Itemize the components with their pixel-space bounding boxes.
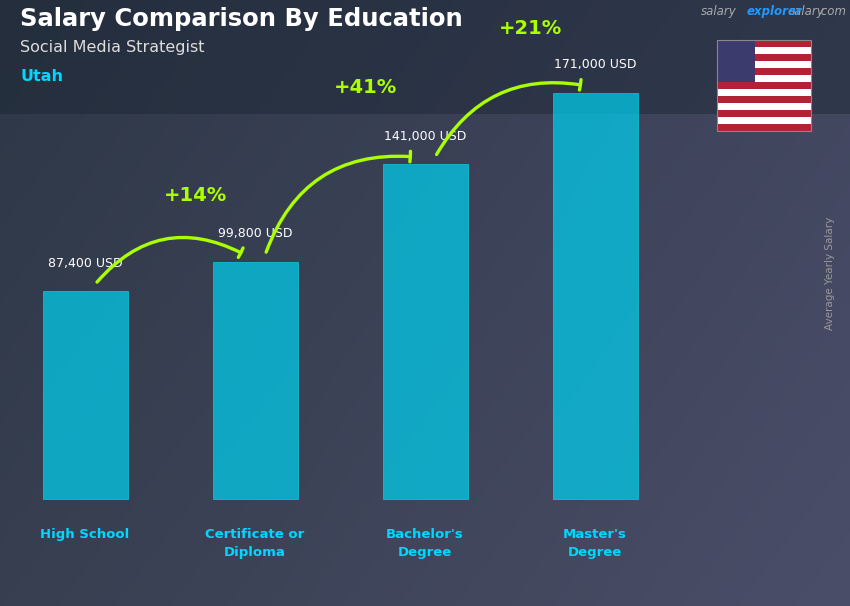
Bar	[717, 96, 811, 103]
Text: +41%: +41%	[334, 78, 397, 98]
Bar	[552, 93, 638, 499]
Bar	[717, 68, 811, 75]
Text: explorer: explorer	[746, 5, 802, 18]
Bar	[717, 117, 811, 124]
Bar	[0, 0, 850, 114]
Text: Utah: Utah	[20, 69, 64, 84]
Text: Social Media Strategist: Social Media Strategist	[20, 41, 205, 55]
Bar	[382, 164, 468, 499]
Bar	[717, 110, 811, 117]
Text: +14%: +14%	[164, 186, 227, 205]
Bar	[717, 124, 811, 131]
Bar	[717, 103, 811, 110]
Bar	[717, 41, 755, 82]
Bar	[717, 41, 811, 131]
Text: salary: salary	[700, 5, 736, 18]
Text: .com: .com	[818, 5, 847, 18]
Text: 87,400 USD: 87,400 USD	[48, 257, 122, 270]
Bar	[717, 47, 811, 55]
Text: Salary Comparison By Education: Salary Comparison By Education	[20, 7, 463, 31]
Bar	[212, 262, 298, 499]
Bar	[717, 41, 811, 47]
Text: +21%: +21%	[499, 19, 562, 38]
Bar	[717, 61, 811, 68]
Text: Bachelor's
Degree: Bachelor's Degree	[386, 528, 464, 559]
Bar	[717, 55, 811, 61]
Bar	[717, 82, 811, 89]
Text: 171,000 USD: 171,000 USD	[553, 58, 637, 72]
Text: Certificate or
Diploma: Certificate or Diploma	[206, 528, 304, 559]
Text: salaryexplorer.com: salaryexplorer.com	[711, 5, 824, 18]
Bar	[717, 89, 811, 96]
Text: Average Yearly Salary: Average Yearly Salary	[824, 217, 835, 330]
Bar	[717, 75, 811, 82]
Text: High School: High School	[40, 528, 129, 541]
Text: Master's
Degree: Master's Degree	[563, 528, 627, 559]
Bar	[42, 291, 128, 499]
Text: salary: salary	[789, 5, 824, 18]
Text: 99,800 USD: 99,800 USD	[218, 227, 292, 241]
Text: 141,000 USD: 141,000 USD	[384, 130, 466, 142]
